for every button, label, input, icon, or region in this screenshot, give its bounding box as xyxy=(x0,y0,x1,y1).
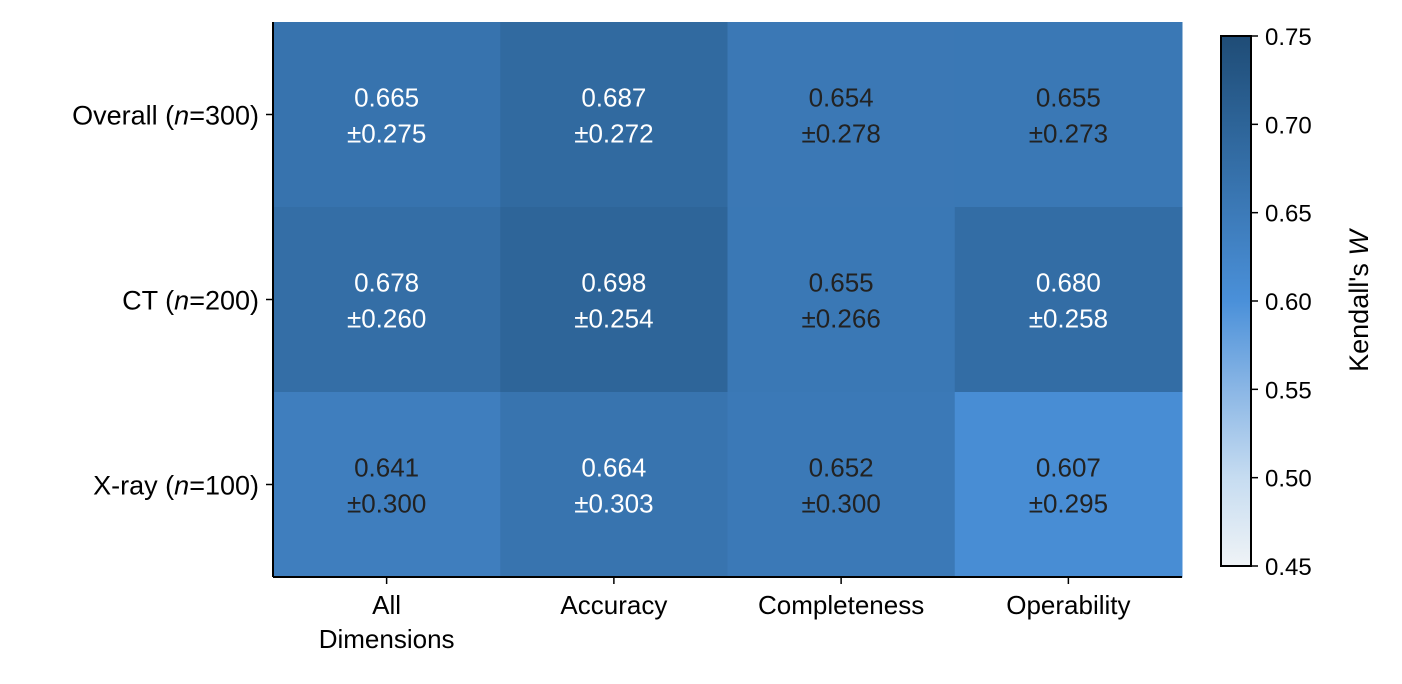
cell-std-label: ±0.295 xyxy=(1029,489,1108,519)
heatmap-cell-r2-c3 xyxy=(954,392,1183,578)
colorbar-tick-label: 0.65 xyxy=(1265,201,1312,228)
heatmap-cell-r2-c2 xyxy=(727,392,956,578)
cell-std-label: ±0.254 xyxy=(574,304,653,334)
cell-value-label: 0.655 xyxy=(1036,83,1101,113)
colorbar-tick-label: 0.50 xyxy=(1265,466,1312,493)
colorbar-tick-label: 0.55 xyxy=(1265,377,1312,404)
heatmap-cell-r1-c3 xyxy=(954,207,1183,393)
heatmap-cell-r2-c0 xyxy=(273,392,501,578)
colorbar: 0.75 0.70 0.65 0.60 0.55 0.50 0.45 Kendall's W xyxy=(1220,24,1374,581)
heatmap-cell-r1-c2 xyxy=(727,207,956,393)
column-label: All Dimensions xyxy=(319,590,455,654)
cell-value-label: 0.654 xyxy=(809,83,874,113)
column-labels: All Dimensions Accuracy Completeness Operabi… xyxy=(319,577,1131,654)
heatmap-cells: 0.665 ±0.275 0.687 ±0.272 0.654 ±0.278 0.655 ±0… xyxy=(273,22,1183,578)
heatmap-cell-r1-c0 xyxy=(273,207,501,393)
cell-value-label: 0.664 xyxy=(581,453,646,483)
colorbar-tick-label: 0.70 xyxy=(1265,112,1312,139)
column-label: Completeness xyxy=(758,590,924,620)
colorbar-tick-label: 0.45 xyxy=(1265,554,1312,581)
cell-std-label: ±0.273 xyxy=(1029,119,1108,149)
cell-value-label: 0.641 xyxy=(354,453,419,483)
colorbar-gradient xyxy=(1220,35,1252,567)
cell-std-label: ±0.278 xyxy=(801,119,880,149)
cell-std-label: ±0.260 xyxy=(347,304,426,334)
column-label: Accuracy xyxy=(560,590,667,620)
cell-value-label: 0.655 xyxy=(809,268,874,298)
cell-value-label: 0.698 xyxy=(581,268,646,298)
row-label: CT (n=200) xyxy=(122,286,259,316)
cell-value-label: 0.680 xyxy=(1036,268,1101,298)
heatmap-cell-r0-c0 xyxy=(273,22,501,208)
cell-std-label: ±0.300 xyxy=(801,489,880,519)
cell-std-label: ±0.272 xyxy=(574,119,653,149)
cell-value-label: 0.678 xyxy=(354,268,419,298)
heatmap-cell-r2-c1 xyxy=(500,392,728,578)
cell-value-label: 0.607 xyxy=(1036,453,1101,483)
cell-std-label: ±0.300 xyxy=(347,489,426,519)
heatmap-cell-r0-c3 xyxy=(954,22,1183,208)
row-label: Overall (n=300) xyxy=(72,101,259,131)
cell-value-label: 0.665 xyxy=(354,83,419,113)
row-labels: Overall (n=300) CT (n=200) X-ray (n=100) xyxy=(72,101,273,501)
heatmap-cell-r1-c1 xyxy=(500,207,728,393)
cell-value-label: 0.687 xyxy=(581,83,646,113)
heatmap-cell-r0-c1 xyxy=(500,22,728,208)
colorbar-tick-label: 0.75 xyxy=(1265,24,1312,51)
cell-std-label: ±0.303 xyxy=(574,489,653,519)
cell-std-label: ±0.258 xyxy=(1029,304,1108,334)
heatmap-cell-r0-c2 xyxy=(727,22,956,208)
colorbar-label: Kendall's W xyxy=(1344,228,1374,372)
cell-std-label: ±0.275 xyxy=(347,119,426,149)
cell-value-label: 0.652 xyxy=(809,453,874,483)
row-label: X-ray (n=100) xyxy=(93,471,259,501)
colorbar-tick-label: 0.60 xyxy=(1265,289,1312,316)
column-label: Operability xyxy=(1006,590,1130,620)
cell-std-label: ±0.266 xyxy=(801,304,880,334)
